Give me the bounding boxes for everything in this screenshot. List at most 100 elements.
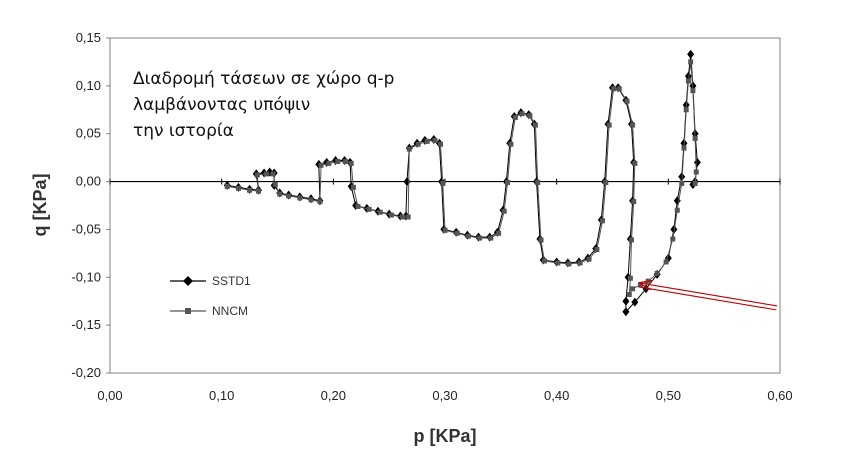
data-point-nncm — [599, 218, 605, 224]
data-point-nncm — [512, 114, 518, 120]
data-point-nncm — [645, 278, 651, 284]
data-point-nncm — [535, 180, 541, 186]
data-point-nncm — [626, 292, 632, 298]
data-point-nncm — [454, 230, 460, 236]
data-point-nncm — [611, 86, 617, 92]
legend: SSTD1 NNCM — [170, 274, 251, 318]
y-tick-label: 0,05 — [76, 126, 101, 141]
x-tick-label: 0,20 — [321, 388, 346, 403]
arrow-shaft — [638, 286, 777, 311]
data-point-nncm — [405, 214, 411, 220]
data-point-nncm — [400, 214, 406, 220]
data-point-nncm — [488, 235, 494, 241]
data-point-nncm — [465, 233, 471, 239]
data-point-nncm — [286, 193, 292, 199]
data-point-nncm — [616, 86, 622, 92]
data-point-nncm — [681, 145, 687, 151]
data-point-nncm — [424, 138, 430, 144]
data-point-nncm — [577, 260, 583, 266]
data-point-nncm — [505, 180, 511, 186]
x-axis-ticks: 0,00 0,10 0,20 0,30 0,40 0,50 0,60 — [97, 178, 793, 403]
y-tick-label: 0,10 — [76, 78, 101, 93]
data-point-nncm — [624, 98, 630, 104]
data-point-nncm — [606, 122, 612, 128]
y-tick-label: -0,20 — [71, 365, 101, 380]
data-point-nncm — [532, 122, 538, 128]
series-nncm — [224, 59, 699, 298]
data-point-nncm — [277, 191, 283, 197]
data-point-nncm — [632, 160, 638, 166]
data-point-nncm — [263, 171, 269, 177]
data-point-nncm — [630, 122, 636, 128]
data-point-nncm — [586, 256, 592, 262]
data-point-nncm — [272, 181, 278, 187]
data-point-nncm — [519, 111, 525, 117]
data-point-nncm — [679, 180, 685, 186]
legend-marker-nncm — [185, 308, 191, 314]
data-point-nncm — [440, 180, 446, 186]
data-point-nncm — [630, 286, 636, 292]
annotation-line-3: την ιστορία — [133, 121, 234, 141]
data-point-nncm — [256, 188, 262, 194]
data-point-nncm — [628, 237, 634, 243]
data-point-sstd1 — [622, 307, 630, 317]
data-point-nncm — [355, 203, 361, 209]
y-tick-label: -0,15 — [71, 317, 101, 332]
data-point-nncm — [541, 258, 547, 264]
data-point-nncm — [674, 207, 680, 213]
data-point-nncm — [693, 169, 699, 175]
data-point-nncm — [438, 141, 444, 147]
data-point-nncm — [683, 107, 689, 113]
data-point-nncm — [318, 162, 324, 168]
data-point-nncm — [685, 78, 691, 84]
data-point-nncm — [270, 171, 276, 177]
y-axis-ticks: 0,15 0,10 0,05 0,00 -0,05 -0,10 -0,15 -0,20 — [71, 30, 110, 380]
data-point-nncm — [555, 260, 561, 266]
annotation-line-2: λαμβάνοντας υπόψιν — [133, 95, 311, 115]
data-point-nncm — [442, 227, 448, 233]
legend-marker-sstd1 — [183, 276, 193, 286]
data-point-nncm — [254, 172, 260, 178]
data-point-nncm — [627, 275, 633, 281]
data-point-nncm — [566, 261, 572, 267]
data-point-nncm — [350, 184, 356, 190]
x-tick-label: 0,00 — [97, 388, 122, 403]
data-point-nncm — [317, 199, 323, 205]
data-point-nncm — [297, 195, 303, 201]
annotation-line-1: Διαδρομή τάσεων σε χώρο q-p — [133, 69, 395, 89]
data-point-nncm — [688, 59, 694, 65]
data-point-sstd1 — [631, 297, 639, 307]
data-point-sstd1 — [687, 49, 695, 59]
data-point-nncm — [692, 180, 698, 186]
data-point-nncm — [235, 185, 241, 191]
data-point-nncm — [343, 158, 349, 164]
data-point-nncm — [477, 235, 483, 241]
data-point-nncm — [663, 259, 669, 265]
data-point-nncm — [538, 237, 544, 243]
data-point-nncm — [690, 88, 696, 94]
x-tick-label: 0,10 — [209, 388, 234, 403]
y-tick-label: 0,00 — [76, 174, 101, 189]
data-point-nncm — [508, 141, 514, 147]
data-point-nncm — [224, 183, 230, 189]
data-point-nncm — [501, 208, 507, 214]
data-point-nncm — [603, 180, 609, 186]
x-tick-label: 0,50 — [656, 388, 681, 403]
data-point-nncm — [631, 199, 637, 205]
data-point-sstd1 — [684, 71, 692, 81]
arrow-shaft — [640, 283, 778, 307]
y-tick-label: -0,05 — [71, 221, 101, 236]
data-point-nncm — [377, 209, 383, 215]
data-point-sstd1 — [622, 296, 630, 306]
data-point-nncm — [594, 247, 600, 253]
data-point-nncm — [406, 146, 412, 152]
data-point-nncm — [326, 160, 332, 166]
data-point-nncm — [308, 197, 314, 203]
y-tick-label: -0,10 — [71, 269, 101, 284]
y-axis-title: q [KPa] — [30, 174, 50, 237]
annotation-arrow — [638, 283, 778, 311]
data-point-nncm — [496, 230, 502, 236]
data-point-nncm — [335, 158, 341, 164]
x-tick-label: 0,30 — [432, 388, 457, 403]
